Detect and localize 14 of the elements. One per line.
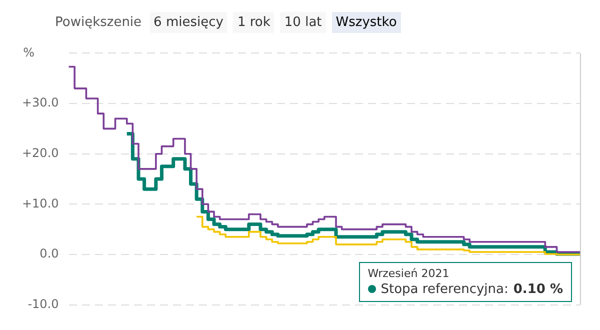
y-tick-label: -10.0 bbox=[28, 296, 59, 311]
legend-label: Stopa referencyjna: bbox=[380, 282, 508, 297]
text: 6 miesięcy bbox=[150, 12, 228, 32]
data-label: 0.10 % bbox=[513, 282, 563, 297]
annotation: Wrzesień 2021 bbox=[368, 266, 450, 280]
text: 1 rok bbox=[233, 12, 274, 32]
text: Wszystko bbox=[332, 12, 401, 32]
text: Powiększenie bbox=[55, 14, 142, 30]
y-axis-title: % bbox=[23, 45, 34, 60]
y-tick-label: +20.0 bbox=[22, 146, 59, 160]
y-tick-label: +30.0 bbox=[22, 96, 59, 110]
text: 10 lat bbox=[280, 12, 326, 32]
y-tick-label: 0.0 bbox=[40, 246, 59, 261]
y-tick-label: +10.0 bbox=[22, 196, 59, 210]
